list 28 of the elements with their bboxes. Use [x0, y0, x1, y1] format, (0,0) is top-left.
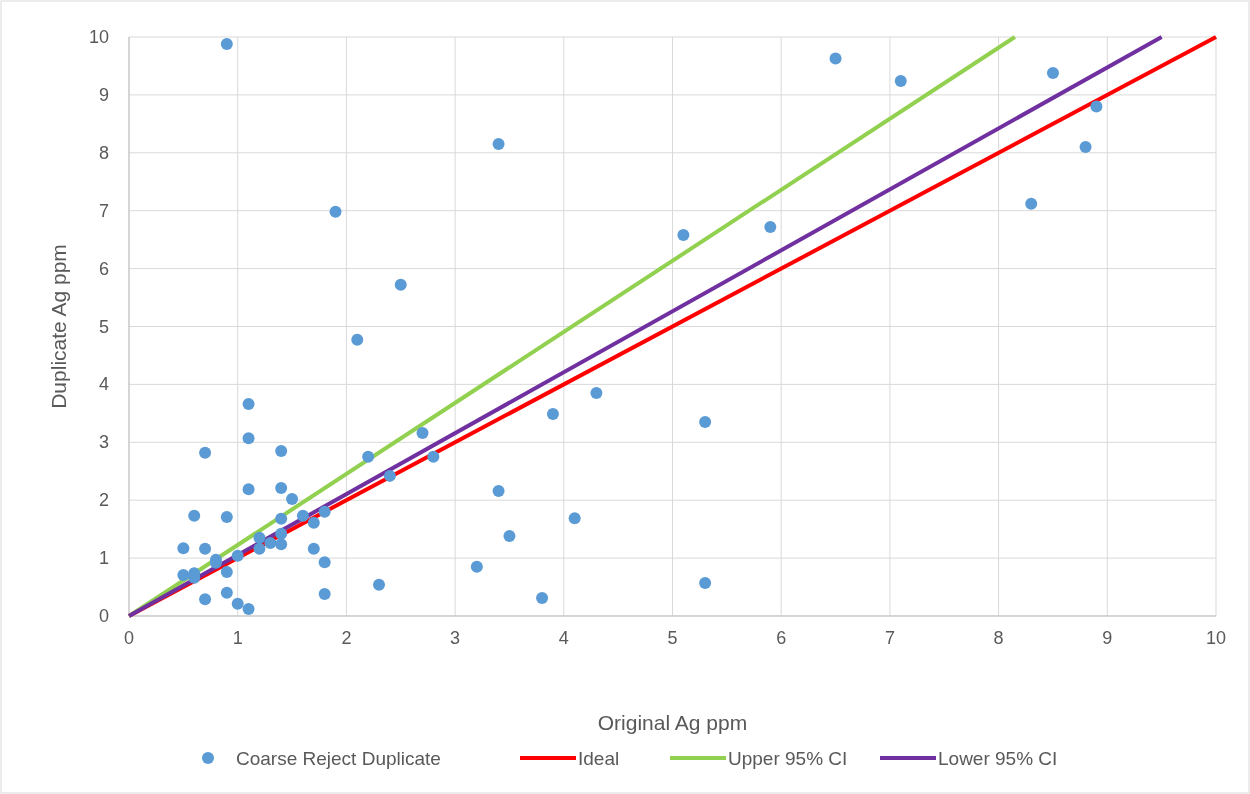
y-tick-label: 3	[98, 432, 109, 453]
y-tick-label: 7	[98, 200, 109, 221]
x-tick-label: 1	[232, 628, 243, 648]
x-tick-label: 4	[558, 628, 569, 648]
legend-label: Lower 95% CI	[938, 748, 1058, 769]
x-tick-label: 0	[123, 628, 135, 648]
y-tick-label: 9	[98, 84, 109, 105]
legend-label: Coarse Reject Duplicate	[236, 748, 441, 769]
y-tick-label: 4	[98, 374, 109, 395]
y-tick-label: 10	[88, 27, 109, 47]
y-tick-label: 8	[98, 142, 109, 163]
x-tick-label: 9	[1102, 628, 1113, 648]
y-tick-label: 0	[98, 606, 109, 626]
x-tick-label: 10	[1205, 628, 1227, 648]
x-tick-label: 8	[993, 628, 1004, 648]
y-tick-label: 6	[98, 258, 109, 279]
x-axis-title: Original Ag ppm	[597, 711, 748, 734]
y-tick-label: 2	[98, 490, 109, 511]
y-tick-label: 1	[98, 548, 109, 569]
x-tick-label: 2	[341, 628, 352, 648]
y-tick-label: 5	[98, 316, 109, 337]
legend-label: Ideal	[578, 748, 620, 769]
x-tick-label: 5	[667, 628, 678, 648]
y-axis-title: Duplicate Ag ppm	[47, 244, 70, 409]
x-tick-label: 7	[884, 628, 895, 648]
x-tick-label: 6	[776, 628, 787, 648]
x-tick-label: 3	[450, 628, 461, 648]
legend-label: Upper 95% CI	[728, 748, 848, 769]
